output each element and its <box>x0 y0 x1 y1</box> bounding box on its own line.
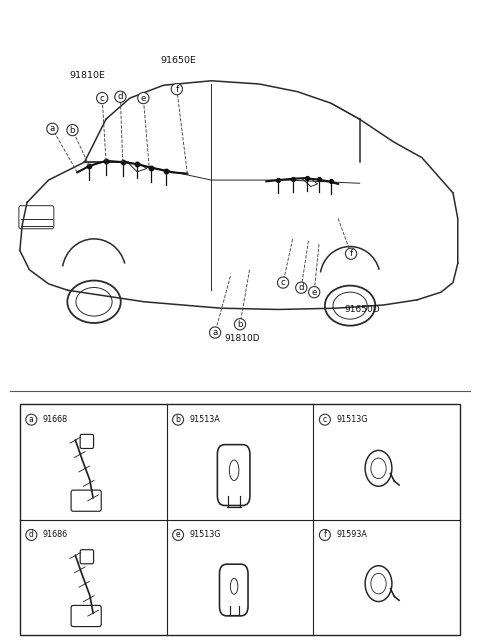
Text: e: e <box>176 530 180 539</box>
Text: c: c <box>323 415 327 424</box>
Text: b: b <box>70 126 75 135</box>
Text: a: a <box>50 125 55 134</box>
Text: e: e <box>141 94 146 103</box>
Text: b: b <box>176 415 180 424</box>
Text: d: d <box>118 92 123 101</box>
Text: c: c <box>281 278 286 287</box>
Text: f: f <box>349 249 353 258</box>
Text: 91810D: 91810D <box>225 334 260 343</box>
Text: a: a <box>29 415 34 424</box>
Text: a: a <box>213 328 218 337</box>
Bar <box>20 404 460 635</box>
Text: d: d <box>299 283 304 292</box>
Text: 91513G: 91513G <box>336 415 368 424</box>
Text: 91650D: 91650D <box>344 305 380 314</box>
Text: 91650E: 91650E <box>161 56 197 65</box>
Text: 91513G: 91513G <box>190 530 221 539</box>
Text: 91593A: 91593A <box>336 530 367 539</box>
Text: 91668: 91668 <box>43 415 68 424</box>
Text: d: d <box>29 530 34 539</box>
Text: b: b <box>237 320 243 329</box>
Text: 91686: 91686 <box>43 530 68 539</box>
Text: c: c <box>100 94 105 103</box>
Text: f: f <box>175 85 179 94</box>
Text: 91810E: 91810E <box>70 71 106 80</box>
Text: e: e <box>312 288 317 297</box>
Text: f: f <box>324 530 326 539</box>
Text: 91513A: 91513A <box>190 415 220 424</box>
